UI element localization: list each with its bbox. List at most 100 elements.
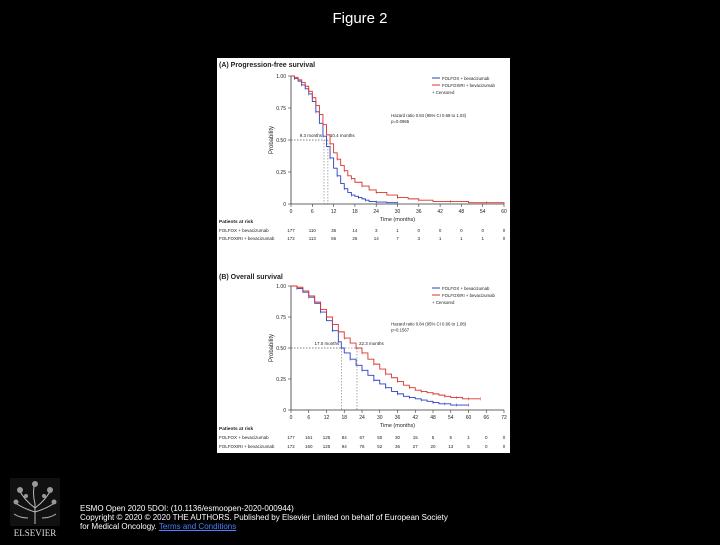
risk-cell-pfs: 0 bbox=[503, 228, 506, 233]
risk-cell-pfs: 1 bbox=[439, 236, 442, 241]
y-tick-label-pfs: 0.50 bbox=[276, 138, 286, 144]
y-axis-label-os: Probability bbox=[269, 334, 275, 362]
risk-cell-os: 1 bbox=[467, 435, 470, 440]
elsevier-logo-text: ELSEVIER bbox=[14, 528, 57, 538]
x-tick-label-os: 54 bbox=[448, 415, 454, 421]
citation-line-copyright: Copyright © 2020 © 2020 THE AUTHORS. Pub… bbox=[80, 513, 448, 522]
risk-cell-os: 52 bbox=[377, 444, 383, 449]
x-tick-label-os: 36 bbox=[395, 415, 401, 421]
risk-cell-pfs: 3 bbox=[375, 228, 378, 233]
risk-cell-os: 0 bbox=[503, 435, 506, 440]
figure-image: (A) Progression-free survival 1.00 0.75 0.5… bbox=[217, 58, 510, 453]
hazard-ratio-text-os: p=0.1567 bbox=[391, 328, 410, 333]
risk-cell-pfs: 14 bbox=[352, 228, 358, 233]
risk-cell-pfs: 110 bbox=[309, 228, 317, 233]
x-tick-label-os: 66 bbox=[483, 415, 489, 421]
x-tick-label-pfs: 24 bbox=[373, 209, 379, 215]
risk-row-label-os: FOLFOX + bevacizumab bbox=[219, 435, 269, 440]
panel-title-pfs: (A) Progression-free survival bbox=[219, 62, 315, 69]
legend-entry-os: FOLFOXIRI + bevacizumab bbox=[442, 293, 496, 298]
x-tick-label-pfs: 60 bbox=[501, 209, 507, 215]
x-tick-label-os: 24 bbox=[359, 415, 365, 421]
risk-row-label-pfs: FOLFOXIRI + bevacizumab bbox=[219, 236, 275, 241]
x-tick-label-pfs: 48 bbox=[459, 209, 465, 215]
terms-and-conditions-link[interactable]: Terms and Conditions bbox=[158, 522, 237, 531]
risk-cell-pfs: 1 bbox=[460, 236, 463, 241]
risk-cell-pfs: 0 bbox=[481, 228, 484, 233]
risk-cell-os: 172 bbox=[287, 444, 295, 449]
median-label-pfs: 10.4 months bbox=[330, 133, 356, 138]
hazard-ratio-text-os: Hazard ratio 0.84 (95% CI 0.66 to 1.08) bbox=[391, 322, 467, 327]
risk-cell-os: 15 bbox=[413, 435, 419, 440]
risk-cell-pfs: 172 bbox=[287, 236, 295, 241]
panel-title-os: (B) Overall survival bbox=[219, 274, 283, 281]
median-label-pfs: 9.3 months bbox=[300, 133, 323, 138]
risk-cell-os: 160 bbox=[305, 444, 313, 449]
risk-table-header-pfs: Patients at risk bbox=[219, 219, 253, 225]
risk-cell-os: 13 bbox=[448, 444, 454, 449]
y-tick-label-os: 0.50 bbox=[276, 346, 286, 352]
risk-cell-pfs: 56 bbox=[331, 236, 337, 241]
y-tick-label-pfs: 0.75 bbox=[276, 106, 286, 112]
risk-cell-pfs: 25 bbox=[352, 236, 358, 241]
x-tick-label-pfs: 36 bbox=[416, 209, 422, 215]
risk-cell-pfs: 0 bbox=[460, 228, 463, 233]
risk-cell-os: 67 bbox=[359, 435, 365, 440]
risk-cell-os: 36 bbox=[395, 444, 401, 449]
risk-cell-os: 0 bbox=[485, 444, 488, 449]
median-label-os: 22.3 months bbox=[359, 341, 385, 346]
km-curve-pfs-0 bbox=[291, 75, 398, 204]
x-tick-label-pfs: 6 bbox=[311, 209, 314, 215]
x-axis-label-os: Time (months) bbox=[380, 423, 415, 429]
km-figure-svg: (A) Progression-free survival 1.00 0.75 0.5… bbox=[219, 62, 507, 449]
x-tick-label-pfs: 0 bbox=[290, 209, 293, 215]
risk-cell-pfs: 1 bbox=[481, 236, 484, 241]
legend-entry-pfs: FOLFOXIRI + bevacizumab bbox=[442, 83, 496, 88]
risk-cell-pfs: 0 bbox=[418, 228, 421, 233]
km-curve-pfs-1 bbox=[291, 75, 505, 204]
x-tick-label-os: 30 bbox=[377, 415, 383, 421]
y-tick-label-os: 0.75 bbox=[276, 315, 286, 321]
risk-cell-pfs: 113 bbox=[309, 236, 317, 241]
risk-cell-os: 94 bbox=[342, 444, 348, 449]
x-tick-label-pfs: 18 bbox=[352, 209, 358, 215]
risk-cell-os: 20 bbox=[430, 444, 436, 449]
risk-cell-os: 84 bbox=[342, 435, 348, 440]
x-tick-label-os: 12 bbox=[324, 415, 330, 421]
x-tick-label-pfs: 42 bbox=[437, 209, 443, 215]
legend-entry-os: FOLFOX + bevacizumab bbox=[442, 286, 490, 291]
x-tick-label-os: 72 bbox=[501, 415, 507, 421]
risk-cell-os: 5 bbox=[467, 444, 470, 449]
y-tick-label-os: 0 bbox=[283, 408, 286, 414]
median-label-os: 17.0 months bbox=[315, 341, 341, 346]
risk-cell-os: 5 bbox=[449, 435, 452, 440]
y-tick-label-os: 1.00 bbox=[276, 284, 286, 290]
km-curve-os-1 bbox=[291, 285, 481, 400]
risk-cell-pfs: 1 bbox=[396, 228, 399, 233]
risk-cell-os: 125 bbox=[323, 444, 331, 449]
risk-cell-os: 50 bbox=[377, 435, 383, 440]
risk-cell-os: 177 bbox=[287, 435, 295, 440]
risk-cell-pfs: 14 bbox=[374, 236, 380, 241]
x-tick-label-pfs: 12 bbox=[331, 209, 337, 215]
risk-cell-os: 5 bbox=[432, 435, 435, 440]
risk-cell-os: 30 bbox=[395, 435, 401, 440]
x-tick-label-os: 60 bbox=[466, 415, 472, 421]
legend-entry-pfs: FOLFOX + bevacizumab bbox=[442, 76, 490, 81]
risk-cell-pfs: 0 bbox=[439, 228, 442, 233]
risk-table-header-os: Patients at risk bbox=[219, 426, 253, 432]
y-tick-label-pfs: 0 bbox=[283, 202, 286, 208]
hazard-ratio-text-pfs: Hazard ratio 0.84 (95% CI 0.68 to 1.03) bbox=[391, 113, 467, 118]
x-tick-label-os: 48 bbox=[430, 415, 436, 421]
y-tick-label-pfs: 1.00 bbox=[276, 74, 286, 80]
risk-cell-pfs: 3 bbox=[418, 236, 421, 241]
risk-row-label-os: FOLFOXIRI + bevacizumab bbox=[219, 444, 275, 449]
y-axis-label-pfs: Probability bbox=[269, 126, 275, 154]
citation-block: ESMO Open 2020 5DOI: (10.1136/esmoopen-2… bbox=[80, 504, 640, 531]
risk-cell-os: 27 bbox=[413, 444, 419, 449]
risk-cell-os: 0 bbox=[485, 435, 488, 440]
risk-cell-os: 0 bbox=[503, 444, 506, 449]
citation-society-text: for Medical Oncology. bbox=[80, 522, 159, 531]
figure-title: Figure 2 bbox=[332, 10, 388, 27]
risk-cell-pfs: 0 bbox=[503, 236, 506, 241]
